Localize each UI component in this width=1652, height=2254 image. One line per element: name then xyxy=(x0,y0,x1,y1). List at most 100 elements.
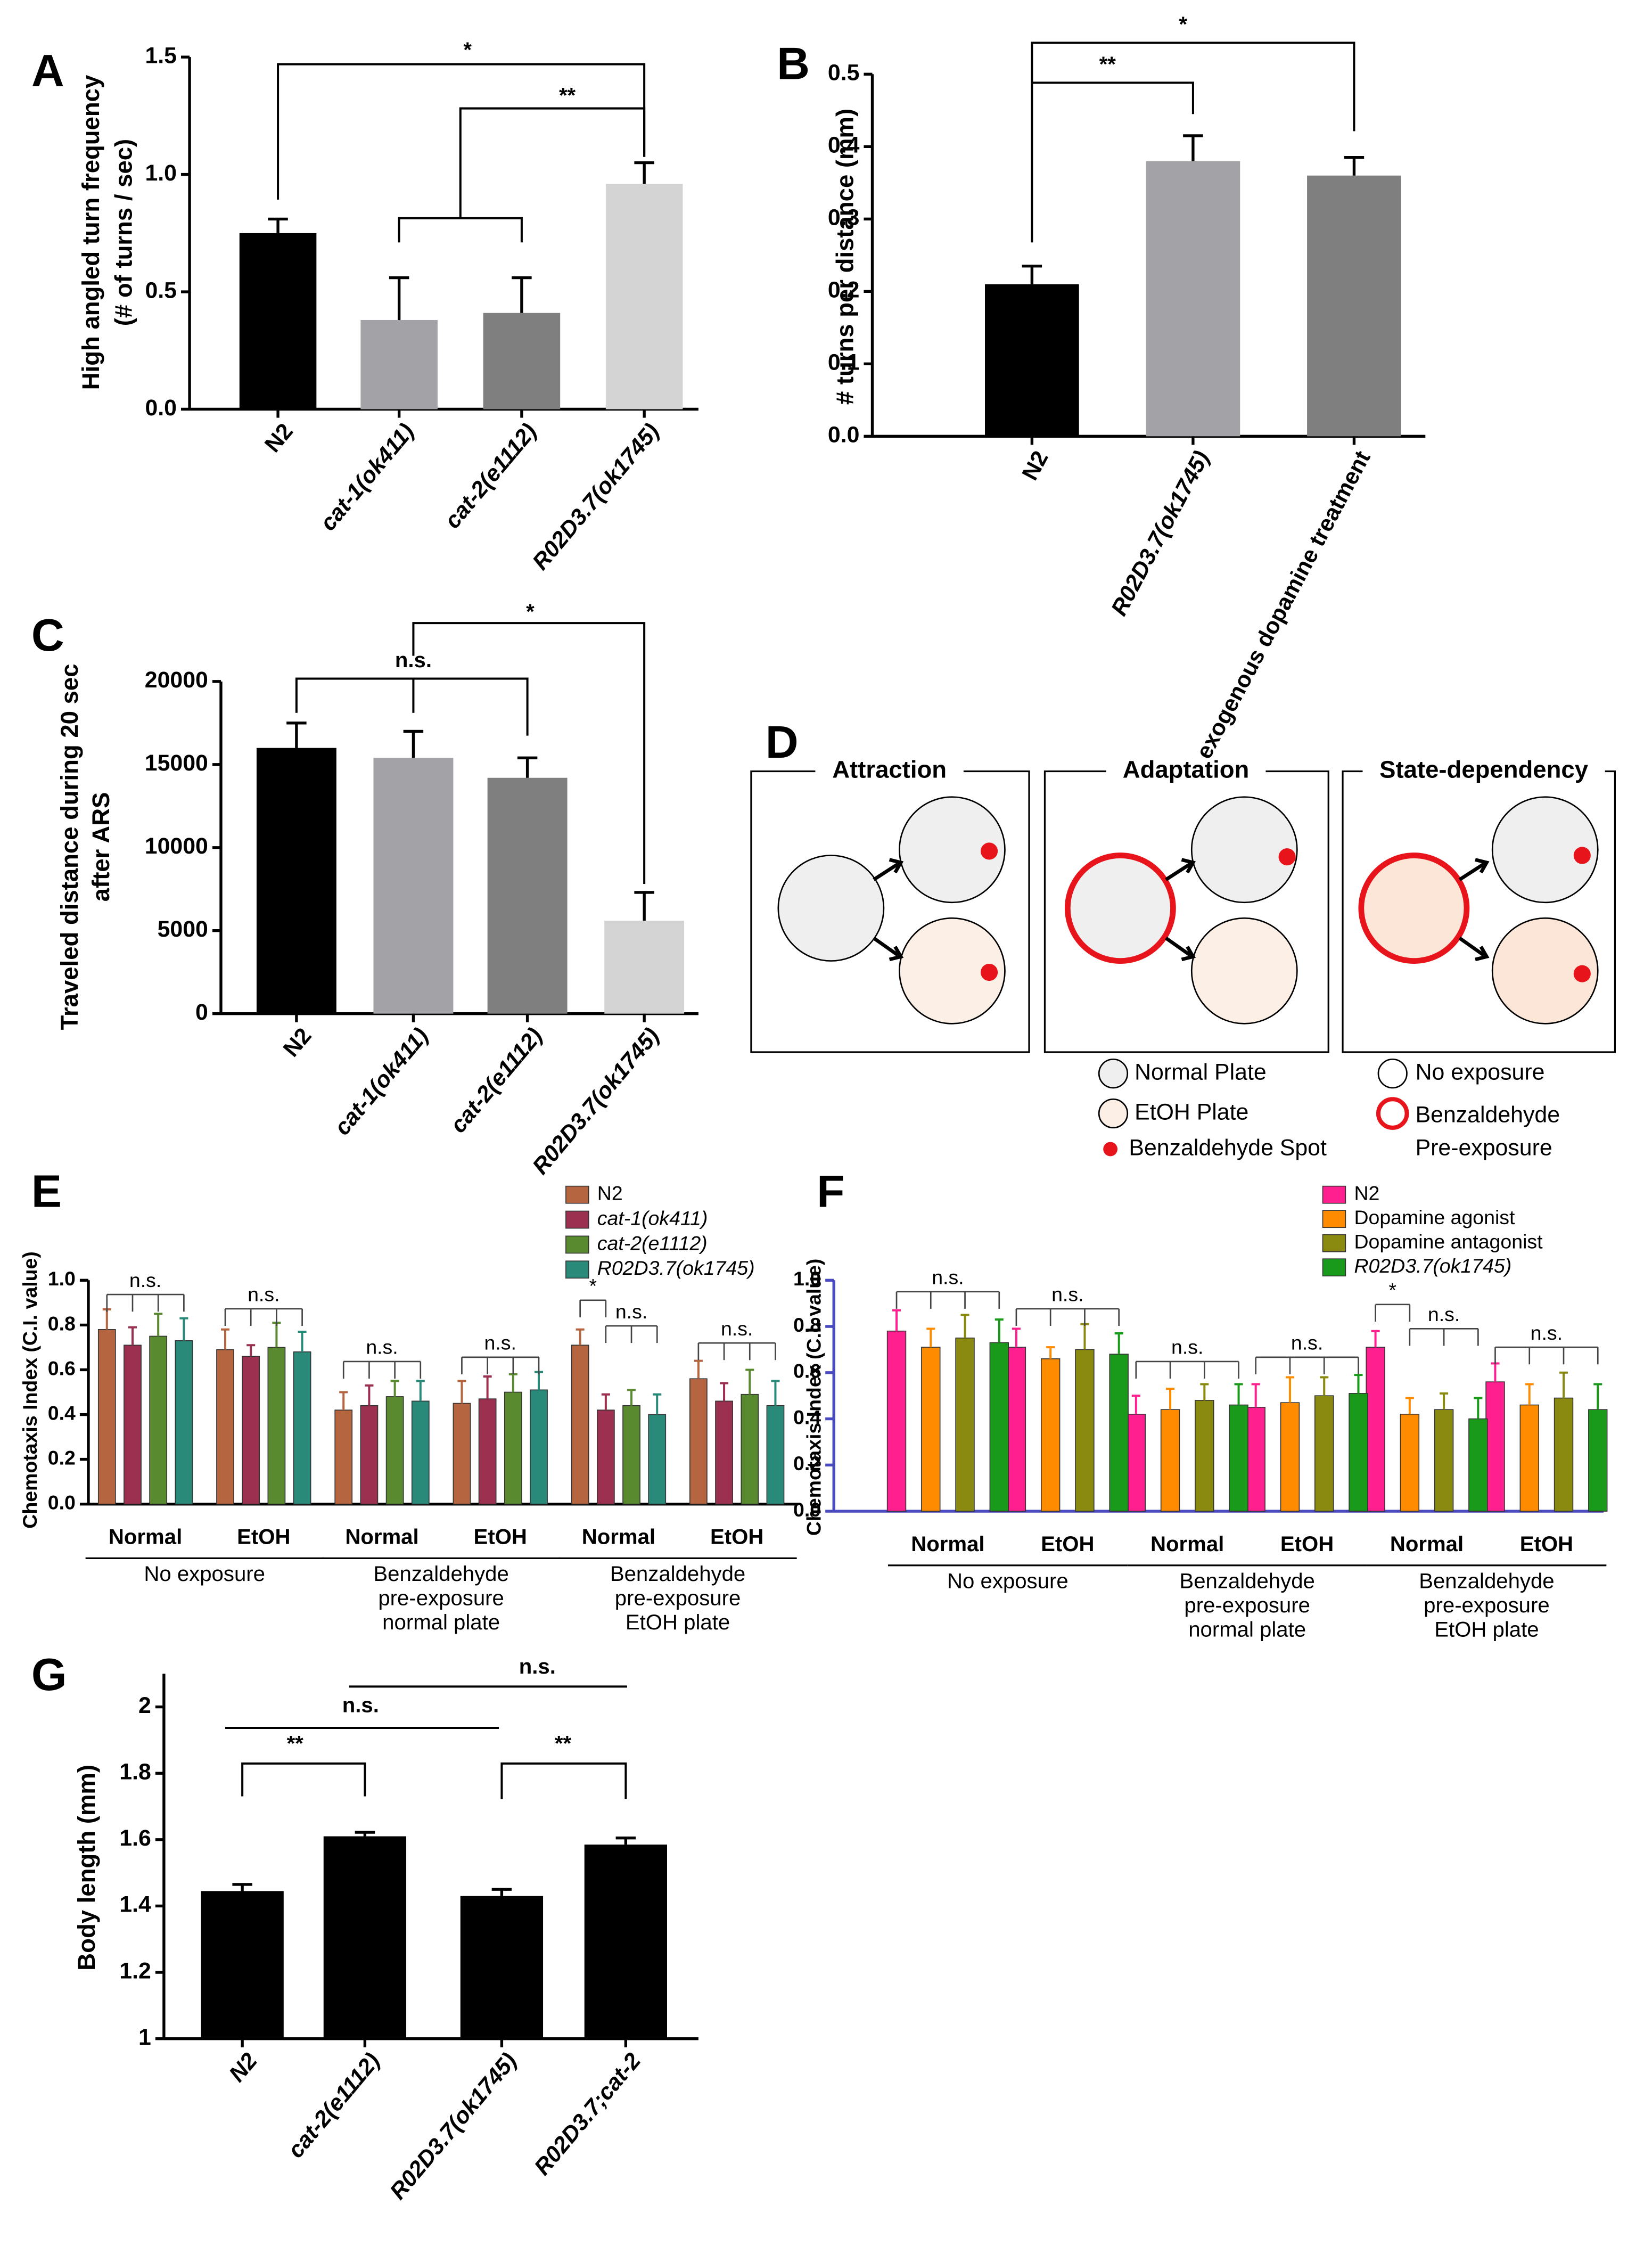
error-bar xyxy=(1131,1395,1140,1414)
spot xyxy=(1573,965,1591,982)
bar xyxy=(1280,1402,1300,1512)
y-axis-label: Chemotaxis Index (C.I. value) xyxy=(19,1251,41,1529)
legend-icon xyxy=(1098,1058,1129,1089)
error-bar xyxy=(457,1380,466,1404)
y-tick-label: 0.4 xyxy=(828,133,860,158)
y-tick-label: 15000 xyxy=(145,750,208,776)
panel-d xyxy=(750,756,1616,1157)
panel-letter: A xyxy=(31,45,64,96)
error-bar xyxy=(268,217,288,233)
box-title: Attraction xyxy=(832,756,947,783)
spot xyxy=(980,963,998,981)
y-tick-label: 0.2 xyxy=(793,1452,821,1474)
significance-bracket xyxy=(697,1342,776,1360)
arrow xyxy=(1165,858,1196,881)
error-bar xyxy=(1440,1392,1449,1410)
bar xyxy=(1554,1397,1574,1512)
significance-bracket xyxy=(106,1293,185,1312)
y-tick-label: 1.8 xyxy=(119,1759,151,1784)
bar xyxy=(504,1391,522,1505)
significance-label: n.s. xyxy=(1051,1283,1083,1306)
error-bar xyxy=(634,891,654,921)
y-tick-label: 1.2 xyxy=(119,1958,151,1983)
group-label: Benzaldehyde xyxy=(1419,1569,1554,1593)
bar xyxy=(1307,175,1401,437)
y-tick-label: 0.8 xyxy=(48,1312,76,1334)
bar xyxy=(487,777,568,1014)
bar xyxy=(460,1896,544,2039)
bar xyxy=(1400,1414,1420,1512)
bar xyxy=(1006,1347,1026,1512)
bar xyxy=(360,319,438,409)
group-label: Benzaldehyde xyxy=(610,1562,745,1586)
plate xyxy=(1064,853,1176,964)
legend-text: EtOH Plate xyxy=(1135,1099,1248,1125)
significance-bracket xyxy=(342,1360,422,1379)
error-bar xyxy=(653,1393,662,1415)
legend-swatch xyxy=(1322,1185,1346,1204)
arrow xyxy=(1458,858,1490,881)
y-tick-label: 1.0 xyxy=(48,1267,76,1290)
error-bar xyxy=(1320,1376,1329,1396)
x-tick-label: EtOH xyxy=(1280,1532,1334,1556)
significance-label: * xyxy=(463,38,472,62)
bar xyxy=(989,1342,1009,1512)
bar xyxy=(1146,161,1240,437)
legend-label: cat-2(e1112) xyxy=(597,1232,708,1254)
bar xyxy=(1075,1349,1095,1512)
bar xyxy=(360,1405,379,1505)
error-bar xyxy=(220,1328,230,1350)
bar xyxy=(886,1330,907,1512)
y-tick-label: 0.0 xyxy=(793,1498,821,1521)
bar xyxy=(1195,1400,1214,1512)
legend-swatch xyxy=(565,1210,589,1229)
legend-text: Benzaldehyde xyxy=(1416,1102,1560,1128)
significance-label: n.s. xyxy=(366,1336,398,1358)
error-bar xyxy=(1234,1383,1243,1405)
significance-label: * xyxy=(526,600,535,624)
error-bar xyxy=(995,1318,1004,1343)
bar xyxy=(411,1400,430,1505)
y-tick-label: 0.4 xyxy=(793,1406,821,1428)
x-tick-label: Normal xyxy=(109,1525,182,1549)
group-label: normal plate xyxy=(382,1610,500,1634)
legend-icon xyxy=(1376,1097,1409,1130)
group-label: pre-exposure xyxy=(1424,1593,1550,1617)
y-tick-label: 10000 xyxy=(145,833,208,859)
y-tick-label: 0.3 xyxy=(828,205,860,231)
bar xyxy=(293,1351,311,1505)
error-bar xyxy=(627,1389,636,1406)
group-label: Benzaldehyde xyxy=(373,1562,508,1586)
bar xyxy=(149,1335,168,1505)
significance-bracket xyxy=(224,1308,303,1326)
bar xyxy=(1588,1409,1608,1512)
y-axis-label: Traveled distance during 20 sec xyxy=(56,663,83,1030)
bar xyxy=(97,1329,116,1505)
bar xyxy=(1314,1395,1334,1512)
group-label: EtOH plate xyxy=(1434,1618,1539,1642)
arrow xyxy=(873,858,904,881)
y-axis-label: (# of turns / sec) xyxy=(110,139,137,326)
legend-swatch xyxy=(1322,1234,1346,1252)
bar xyxy=(1126,1414,1146,1512)
box-title: State-dependency xyxy=(1379,756,1589,783)
error-bar xyxy=(634,161,654,184)
plate xyxy=(1491,796,1599,904)
x-tick-label: Normal xyxy=(582,1525,655,1549)
significance-bracket xyxy=(295,677,529,736)
bar xyxy=(483,313,561,409)
significance-label: * xyxy=(1388,1279,1396,1301)
error-bar xyxy=(1344,156,1365,176)
legend-swatch xyxy=(565,1235,589,1254)
error-bar xyxy=(128,1326,137,1346)
error-bar xyxy=(615,1836,636,1845)
significance-label: n.s. xyxy=(1428,1303,1460,1325)
plate xyxy=(899,796,1006,904)
bar xyxy=(766,1405,785,1505)
error-bar xyxy=(1593,1383,1602,1410)
panel-letter: F xyxy=(817,1166,844,1217)
bar xyxy=(985,284,1079,437)
x-tick-label: Normal xyxy=(1150,1532,1224,1556)
y-tick-label: 1 xyxy=(138,2024,151,2050)
panel-letter: B xyxy=(777,38,810,89)
